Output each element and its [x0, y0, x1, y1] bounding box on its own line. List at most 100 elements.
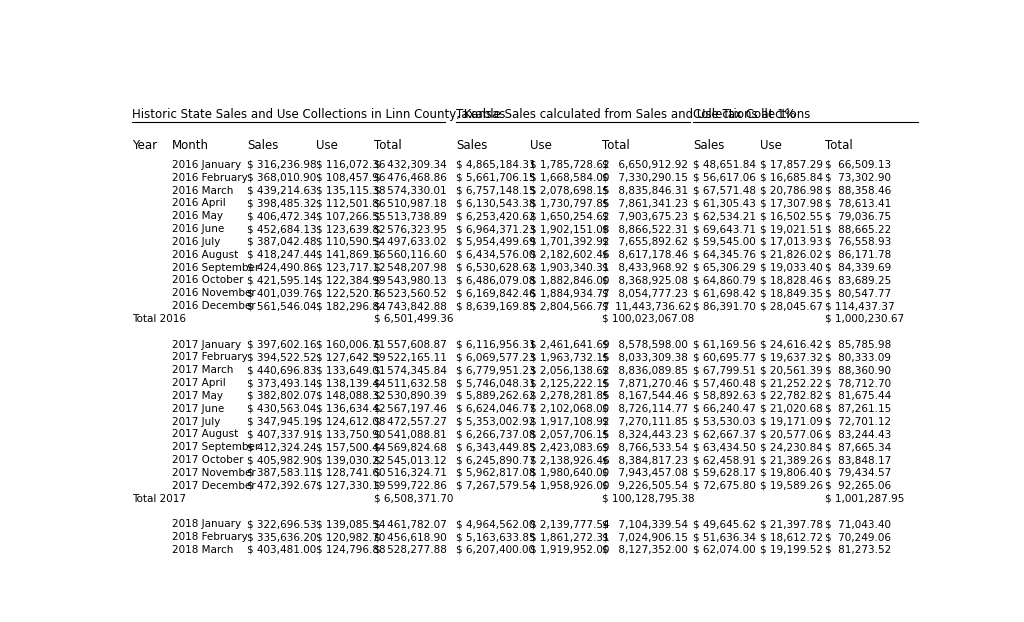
Text: $ 6,116,956.31: $ 6,116,956.31 — [456, 340, 536, 350]
Text: $ 1,917,108.92: $ 1,917,108.92 — [530, 417, 610, 427]
Text: $ 1,785,728.62: $ 1,785,728.62 — [530, 160, 610, 170]
Text: 2017 June: 2017 June — [172, 404, 224, 414]
Text: $  497,633.02: $ 497,633.02 — [374, 237, 446, 247]
Text: $ 108,457.96: $ 108,457.96 — [316, 173, 386, 183]
Text: $ 127,642.59: $ 127,642.59 — [316, 353, 386, 363]
Text: $   8,054,777.23: $ 8,054,777.23 — [602, 288, 688, 298]
Text: $ 6,530,628.62: $ 6,530,628.62 — [456, 262, 536, 272]
Text: 2016 December: 2016 December — [172, 301, 255, 311]
Text: $  88,358.46: $ 88,358.46 — [824, 185, 891, 195]
Text: $ 6,245,890.77: $ 6,245,890.77 — [456, 455, 536, 465]
Text: $ 1,884,934.77: $ 1,884,934.77 — [530, 288, 610, 298]
Text: $ 1,963,732.15: $ 1,963,732.15 — [530, 353, 610, 363]
Text: 2016 September: 2016 September — [172, 262, 259, 272]
Text: $ 128,741.60: $ 128,741.60 — [316, 468, 386, 478]
Text: Historic State Sales and Use Collections in Linn County, Kansas: Historic State Sales and Use Collections… — [132, 108, 505, 121]
Text: $ 6,624,046.77: $ 6,624,046.77 — [456, 404, 536, 414]
Text: $ 5,661,706.15: $ 5,661,706.15 — [456, 173, 536, 183]
Text: $ 21,826.02: $ 21,826.02 — [761, 250, 823, 260]
Text: $ 56,617.06: $ 56,617.06 — [693, 173, 756, 183]
Text: $ 19,021.51: $ 19,021.51 — [761, 224, 823, 234]
Text: $ 136,634.42: $ 136,634.42 — [316, 404, 386, 414]
Text: $   8,324,443.23: $ 8,324,443.23 — [602, 429, 688, 439]
Text: $ 5,962,817.08: $ 5,962,817.08 — [456, 468, 536, 478]
Text: $ 62,074.00: $ 62,074.00 — [693, 545, 756, 555]
Text: $  78,613.41: $ 78,613.41 — [824, 198, 891, 208]
Text: $ 69,643.71: $ 69,643.71 — [693, 224, 756, 234]
Text: Taxable Sales calculated from Sales and Use Tax Collections: Taxable Sales calculated from Sales and … — [456, 108, 810, 121]
Text: $   7,330,290.15: $ 7,330,290.15 — [602, 173, 688, 183]
Text: $   8,167,544.46: $ 8,167,544.46 — [602, 391, 688, 401]
Text: Year: Year — [132, 139, 157, 152]
Text: 2018 January: 2018 January — [172, 519, 241, 529]
Text: $ 112,501.86: $ 112,501.86 — [316, 198, 386, 208]
Text: $  88,360.90: $ 88,360.90 — [824, 365, 891, 375]
Text: $ 561,546.04: $ 561,546.04 — [247, 301, 316, 311]
Text: $ 5,954,499.69: $ 5,954,499.69 — [456, 237, 536, 247]
Text: $ 67,799.51: $ 67,799.51 — [693, 365, 756, 375]
Text: 2016 February: 2016 February — [172, 173, 248, 183]
Text: $ 66,240.47: $ 66,240.47 — [693, 404, 756, 414]
Text: $ 401,039.76: $ 401,039.76 — [247, 288, 316, 298]
Text: 2016 January: 2016 January — [172, 160, 241, 170]
Text: $   8,835,846.31: $ 8,835,846.31 — [602, 185, 688, 195]
Text: $ 18,828.46: $ 18,828.46 — [761, 276, 823, 285]
Text: $ 5,746,048.31: $ 5,746,048.31 — [456, 378, 536, 388]
Text: $ 17,857.29: $ 17,857.29 — [761, 160, 823, 170]
Text: $  576,323.95: $ 576,323.95 — [374, 224, 446, 234]
Text: $ 110,590.54: $ 110,590.54 — [316, 237, 385, 247]
Text: $ 373,493.14: $ 373,493.14 — [247, 378, 316, 388]
Text: $  567,197.46: $ 567,197.46 — [374, 404, 446, 414]
Text: 2017 December: 2017 December — [172, 481, 255, 491]
Text: $ 394,522.52: $ 394,522.52 — [247, 353, 316, 363]
Text: $ 49,645.62: $ 49,645.62 — [693, 519, 756, 529]
Text: $ 57,460.48: $ 57,460.48 — [693, 378, 756, 388]
Text: $ 398,485.32: $ 398,485.32 — [247, 198, 316, 208]
Text: $ 53,530.03: $ 53,530.03 — [693, 417, 756, 427]
Text: $ 1,001,287.95: $ 1,001,287.95 — [824, 494, 904, 504]
Text: $  528,277.88: $ 528,277.88 — [374, 545, 446, 555]
Text: $  66,509.13: $ 66,509.13 — [824, 160, 891, 170]
Text: $ 19,806.40: $ 19,806.40 — [761, 468, 823, 478]
Text: $  461,782.07: $ 461,782.07 — [374, 519, 446, 529]
Text: $  87,261.15: $ 87,261.15 — [824, 404, 891, 414]
Text: $ 139,030.22: $ 139,030.22 — [316, 455, 385, 465]
Text: $  510,987.18: $ 510,987.18 — [374, 198, 446, 208]
Text: $ 107,266.55: $ 107,266.55 — [316, 211, 386, 221]
Text: $ 5,889,262.62: $ 5,889,262.62 — [456, 391, 536, 401]
Text: 2017 March: 2017 March — [172, 365, 233, 375]
Text: $ 19,199.52: $ 19,199.52 — [761, 545, 823, 555]
Text: $ 122,520.76: $ 122,520.76 — [316, 288, 386, 298]
Text: $  83,848.17: $ 83,848.17 — [824, 455, 891, 465]
Text: $ 418,247.44: $ 418,247.44 — [247, 250, 316, 260]
Text: $  743,842.88: $ 743,842.88 — [374, 301, 446, 311]
Text: $  545,013.12: $ 545,013.12 — [374, 455, 446, 465]
Text: $ 472,392.67: $ 472,392.67 — [247, 481, 316, 491]
Text: $ 21,397.78: $ 21,397.78 — [761, 519, 823, 529]
Text: $ 28,045.67: $ 28,045.67 — [761, 301, 823, 311]
Text: $   8,368,925.08: $ 8,368,925.08 — [602, 276, 688, 285]
Text: $ 1,919,952.00: $ 1,919,952.00 — [530, 545, 609, 555]
Text: $ 421,595.14: $ 421,595.14 — [247, 276, 316, 285]
Text: $ 6,508,371.70: $ 6,508,371.70 — [374, 494, 454, 504]
Text: $ 58,892.63: $ 58,892.63 — [693, 391, 756, 401]
Text: $  511,632.58: $ 511,632.58 — [374, 378, 446, 388]
Text: 2017 October: 2017 October — [172, 455, 243, 465]
Text: $ 18,849.35: $ 18,849.35 — [761, 288, 823, 298]
Text: 2016 November: 2016 November — [172, 288, 255, 298]
Text: $  80,333.09: $ 80,333.09 — [824, 353, 891, 363]
Text: Month: Month — [172, 139, 209, 152]
Text: 2016 August: 2016 August — [172, 250, 238, 260]
Text: $ 424,490.86: $ 424,490.86 — [247, 262, 316, 272]
Text: $ 133,750.90: $ 133,750.90 — [316, 429, 385, 439]
Text: $   9,226,505.54: $ 9,226,505.54 — [602, 481, 688, 491]
Text: $   8,578,598.00: $ 8,578,598.00 — [602, 340, 688, 350]
Text: Sales: Sales — [456, 139, 487, 152]
Text: $ 120,982.70: $ 120,982.70 — [316, 532, 385, 542]
Text: 2017 July: 2017 July — [172, 417, 220, 427]
Text: $ 452,684.13: $ 452,684.13 — [247, 224, 316, 234]
Text: $ 6,169,842.46: $ 6,169,842.46 — [456, 288, 536, 298]
Text: $ 116,072.36: $ 116,072.36 — [316, 160, 386, 170]
Text: $ 100,023,067.08: $ 100,023,067.08 — [602, 314, 694, 324]
Text: $ 61,169.56: $ 61,169.56 — [693, 340, 756, 350]
